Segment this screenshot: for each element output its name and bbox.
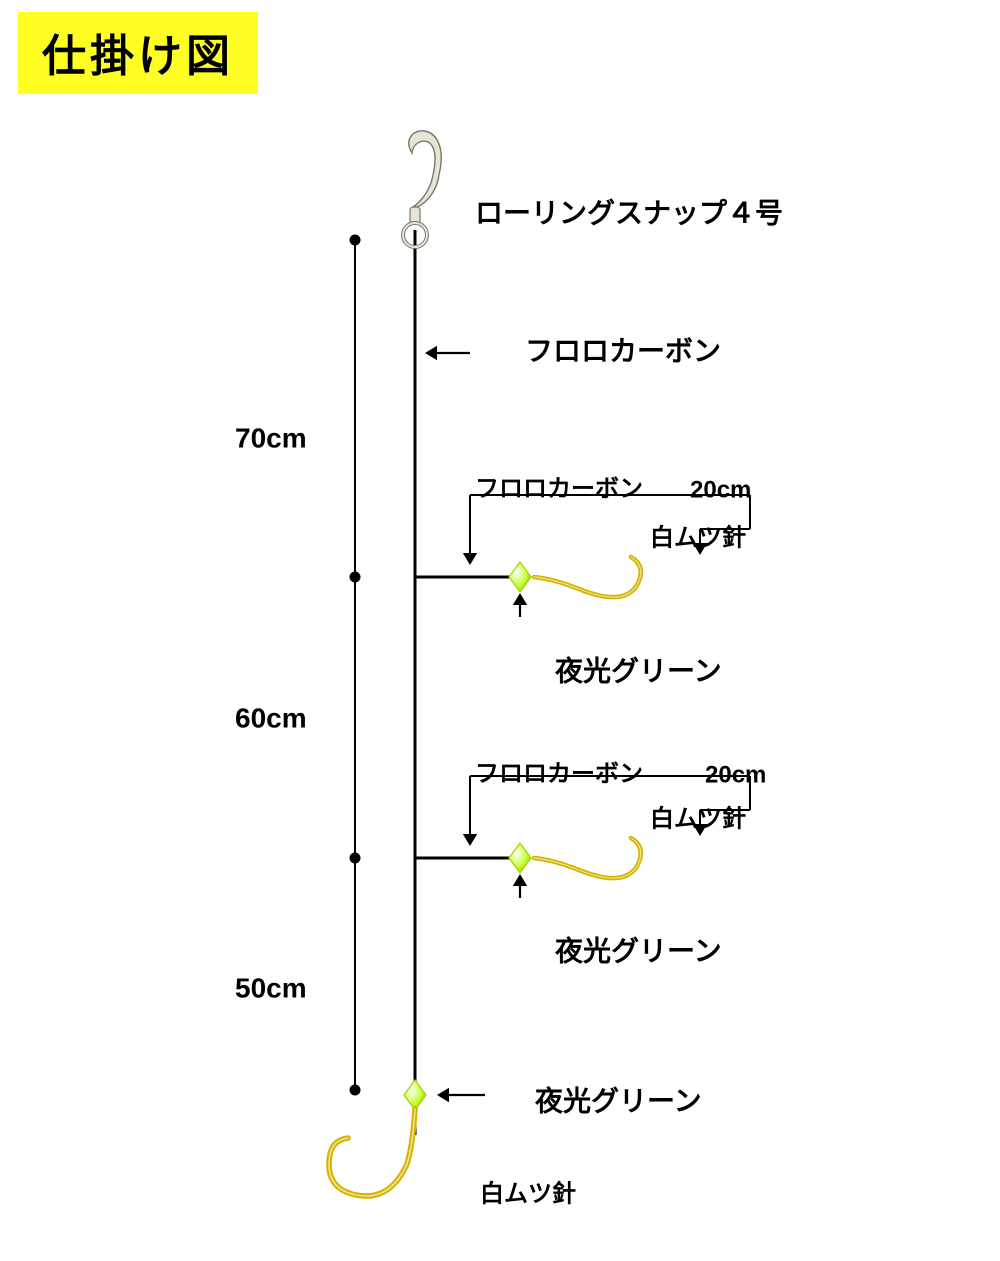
svg-text:フロロカーボン: フロロカーボン: [475, 475, 643, 502]
svg-text:白ムツ針: 白ムツ針: [650, 804, 746, 832]
rolling-snap-icon: [403, 131, 441, 247]
svg-text:20cm: 20cm: [690, 476, 751, 503]
svg-text:20cm: 20cm: [705, 761, 766, 788]
svg-text:夜光グリーン: 夜光グリーン: [534, 1084, 702, 1116]
svg-text:夜光グリーン: 夜光グリーン: [554, 934, 722, 966]
svg-text:70cm: 70cm: [235, 422, 307, 453]
svg-text:60cm: 60cm: [235, 702, 307, 733]
svg-text:白ムツ針: 白ムツ針: [480, 1179, 576, 1207]
rig-diagram-svg: 70cm 60cm 50cm フロロカーボン ローリングスナップ４号フロロカーボン 20c…: [0, 0, 1000, 1261]
svg-text:フロロカーボン: フロロカーボン: [525, 335, 721, 366]
svg-text:夜光グリーン: 夜光グリーン: [554, 654, 722, 686]
svg-text:フロロカーボン: フロロカーボン: [475, 760, 643, 787]
svg-text:50cm: 50cm: [235, 972, 307, 1003]
svg-text:白ムツ針: 白ムツ針: [650, 523, 746, 551]
svg-text:ローリングスナップ４号: ローリングスナップ４号: [475, 197, 783, 228]
